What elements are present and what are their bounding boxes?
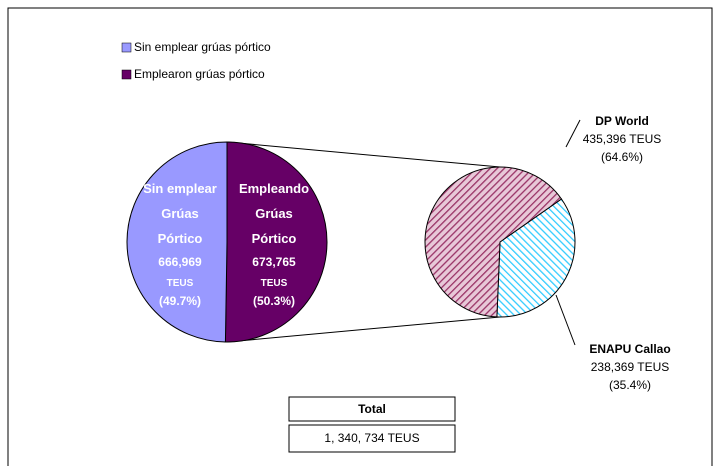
sub-label-number: 238,369 — [591, 360, 635, 374]
total-title-box — [288, 396, 456, 422]
slice-label: Empleando Grúas Pórtico 673,765 TEUS (50.3%) — [239, 181, 309, 308]
slice-label-line: TEUS — [261, 278, 288, 289]
connector — [226, 141, 501, 168]
total-unit: TEUS — [388, 431, 420, 445]
legend-swatch — [121, 42, 132, 53]
sub-label-name: ENAPU Callao — [589, 342, 670, 356]
slice-label-line: Sin emplear — [143, 181, 217, 196]
legend-label: Emplearon grúas pórtico — [134, 67, 265, 81]
slice-label-line: (49.7%) — [159, 294, 201, 308]
leader-line — [565, 119, 581, 148]
slice-label-line: (50.3%) — [253, 294, 295, 308]
legend-label: Sin emplear grúas pórtico — [134, 40, 271, 54]
sub-label-unit: TEUS — [629, 132, 661, 146]
sub-label-percent: (64.6%) — [601, 150, 643, 164]
slice-label: Sin emplear Grúas Pórtico 666,969 TEUS (49.7%… — [143, 181, 217, 308]
sub-pie-slice — [496, 198, 576, 318]
chart-border — [7, 7, 713, 466]
pie-slice — [224, 141, 328, 343]
legend-swatch — [121, 69, 132, 80]
total-value: 1, 340, 734 TEUS — [324, 431, 419, 445]
slice-label-line: Empleando — [239, 181, 309, 196]
sub-label-value: 238,369 TEUS — [591, 360, 670, 374]
leader-line — [555, 294, 576, 346]
sub-label-name: DP World — [595, 114, 649, 128]
slice-label-line: TEUS — [167, 278, 194, 289]
slice-label-line: Grúas — [161, 206, 199, 221]
total-number: 1, 340, 734 — [324, 431, 384, 445]
sub-pie-slice — [424, 166, 563, 318]
slice-label-line: 666,969 — [158, 255, 202, 269]
slice-label-line: Pórtico — [252, 231, 297, 246]
sub-label-value: 435,396 TEUS — [583, 132, 662, 146]
total-title: Total — [358, 402, 386, 416]
total-value-box — [288, 424, 456, 453]
connector — [226, 316, 501, 343]
sub-label-percent: (35.4%) — [609, 378, 651, 392]
sub-label-number: 435,396 — [583, 132, 627, 146]
sub-label-unit: TEUS — [637, 360, 669, 374]
slice-label-line: Grúas — [255, 206, 293, 221]
slice-label-line: Pórtico — [158, 231, 203, 246]
slice-label-line: 673,765 — [252, 255, 296, 269]
pie-slice — [126, 141, 228, 343]
